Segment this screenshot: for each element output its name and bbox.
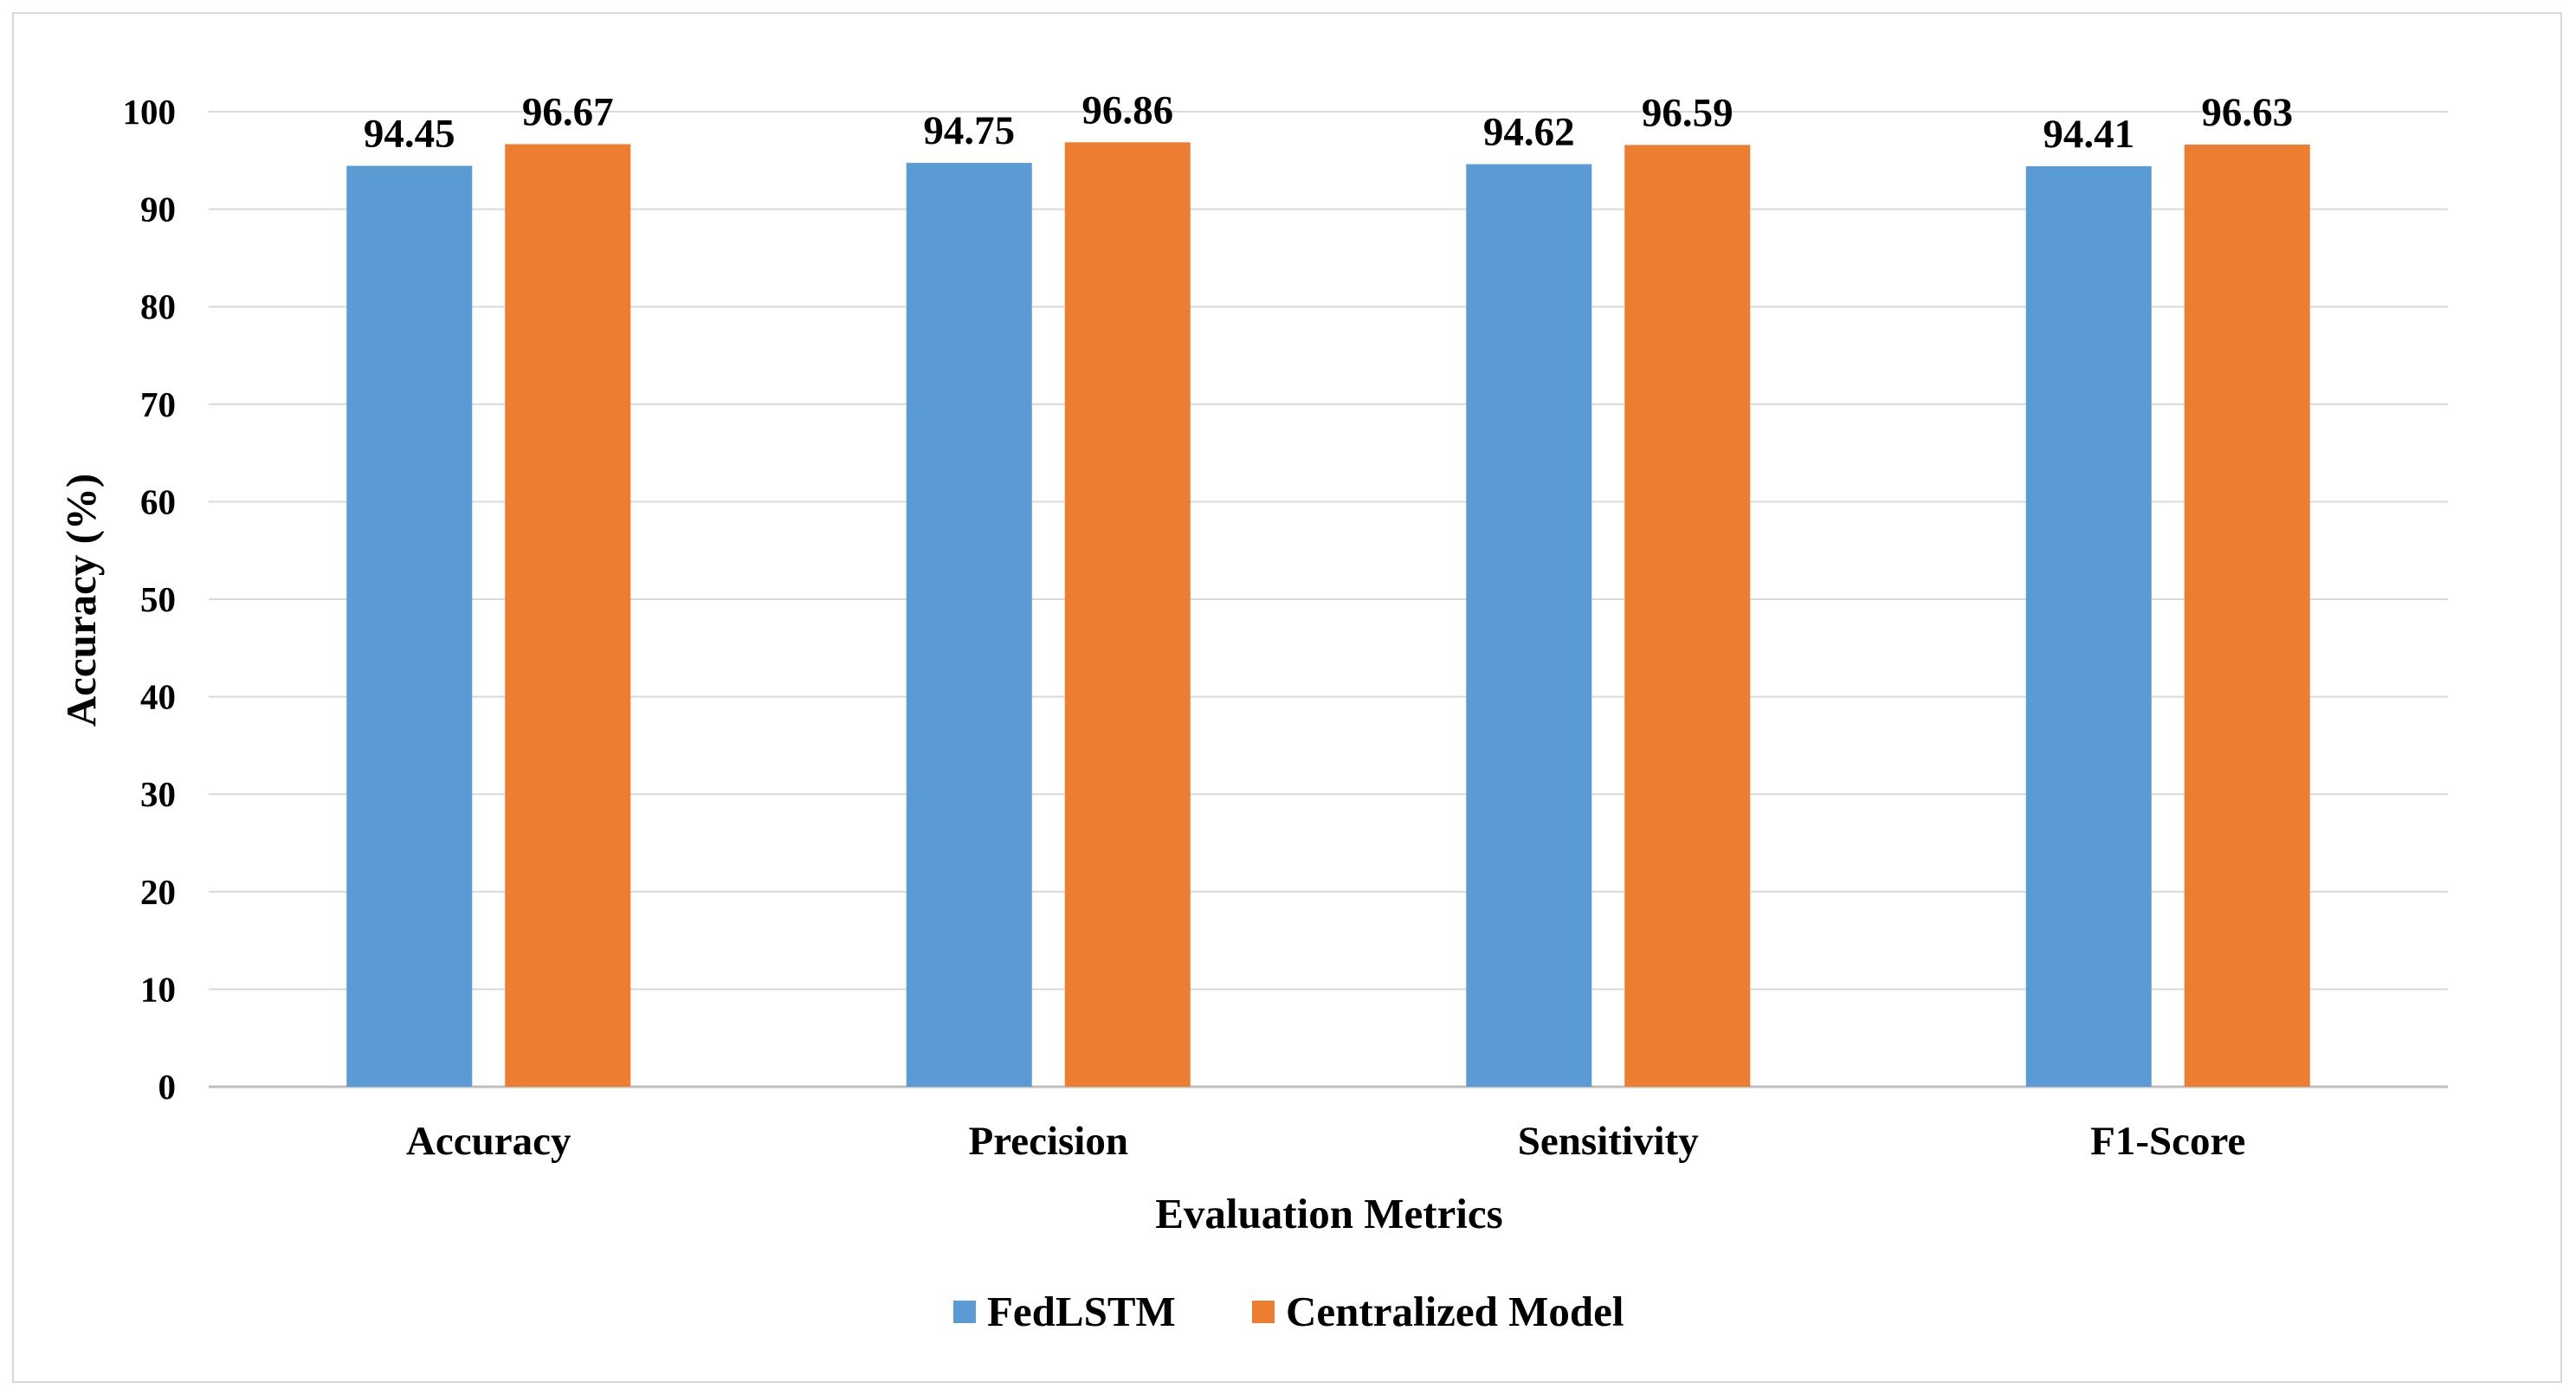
x-category-label-precision: Precision	[969, 1119, 1129, 1164]
y-tick-label: 90	[140, 190, 176, 229]
y-tick-label: 20	[140, 872, 176, 912]
bar-centralized-model-precision	[1064, 142, 1191, 1087]
x-axis-categories: Accuracy Precision Sensitivity F1-Score	[406, 1119, 2245, 1164]
data-label-centralized-model-precision: 96.86	[1081, 87, 1173, 132]
data-label-centralized-model-accuracy: 96.67	[522, 89, 614, 134]
bar-fedlstm-precision	[906, 163, 1032, 1088]
bar-fedlstm-sensitivity	[1466, 164, 1592, 1087]
y-tick-label: 70	[140, 384, 176, 424]
bar-fedlstm-f1-score	[2025, 165, 2152, 1088]
bar-fedlstm-accuracy	[346, 165, 473, 1087]
legend-label-centralized-model: Centralized Model	[1286, 1288, 1624, 1335]
x-category-label-f1-score: F1-Score	[2090, 1119, 2245, 1164]
legend-label-fedlstm: FedLSTM	[987, 1288, 1176, 1335]
y-tick-label: 10	[140, 969, 176, 1009]
y-tick-label: 40	[140, 677, 176, 717]
legend: FedLSTM Centralized Model	[953, 1288, 1624, 1335]
y-tick-label: 50	[140, 579, 176, 619]
data-label-centralized-model-sensitivity: 96.59	[1642, 90, 1733, 135]
data-label-centralized-model-f1-score: 96.63	[2201, 90, 2293, 135]
bar-centralized-model-sensitivity	[1624, 145, 1751, 1087]
data-labels: 94.45 96.67 94.75 96.86 94.62 96.59 94.41 96.63	[364, 87, 2293, 157]
x-axis-title: Evaluation Metrics	[1155, 1190, 1502, 1237]
y-tick-label: 80	[140, 287, 176, 326]
y-axis-title: Accuracy (%)	[57, 474, 105, 727]
legend-swatch-centralized-model	[1252, 1301, 1275, 1323]
legend-swatch-fedlstm	[953, 1301, 976, 1323]
bars	[346, 142, 2310, 1088]
data-label-fedlstm-precision: 94.75	[923, 108, 1015, 153]
y-tick-label: 100	[123, 92, 177, 132]
y-tick-label: 60	[140, 481, 176, 521]
bar-centralized-model-accuracy	[505, 144, 631, 1087]
y-tick-label: 0	[158, 1067, 177, 1107]
data-label-fedlstm-accuracy: 94.45	[364, 111, 455, 156]
x-category-label-sensitivity: Sensitivity	[1518, 1119, 1699, 1164]
data-label-fedlstm-f1-score: 94.41	[2043, 112, 2134, 157]
data-label-fedlstm-sensitivity: 94.62	[1483, 110, 1575, 155]
y-tick-label: 30	[140, 774, 176, 814]
bar-centralized-model-f1-score	[2184, 144, 2310, 1088]
y-axis-ticks: 0 10 20 30 40 50 60 70 80 90 100	[123, 92, 177, 1107]
x-category-label-accuracy: Accuracy	[406, 1119, 571, 1164]
